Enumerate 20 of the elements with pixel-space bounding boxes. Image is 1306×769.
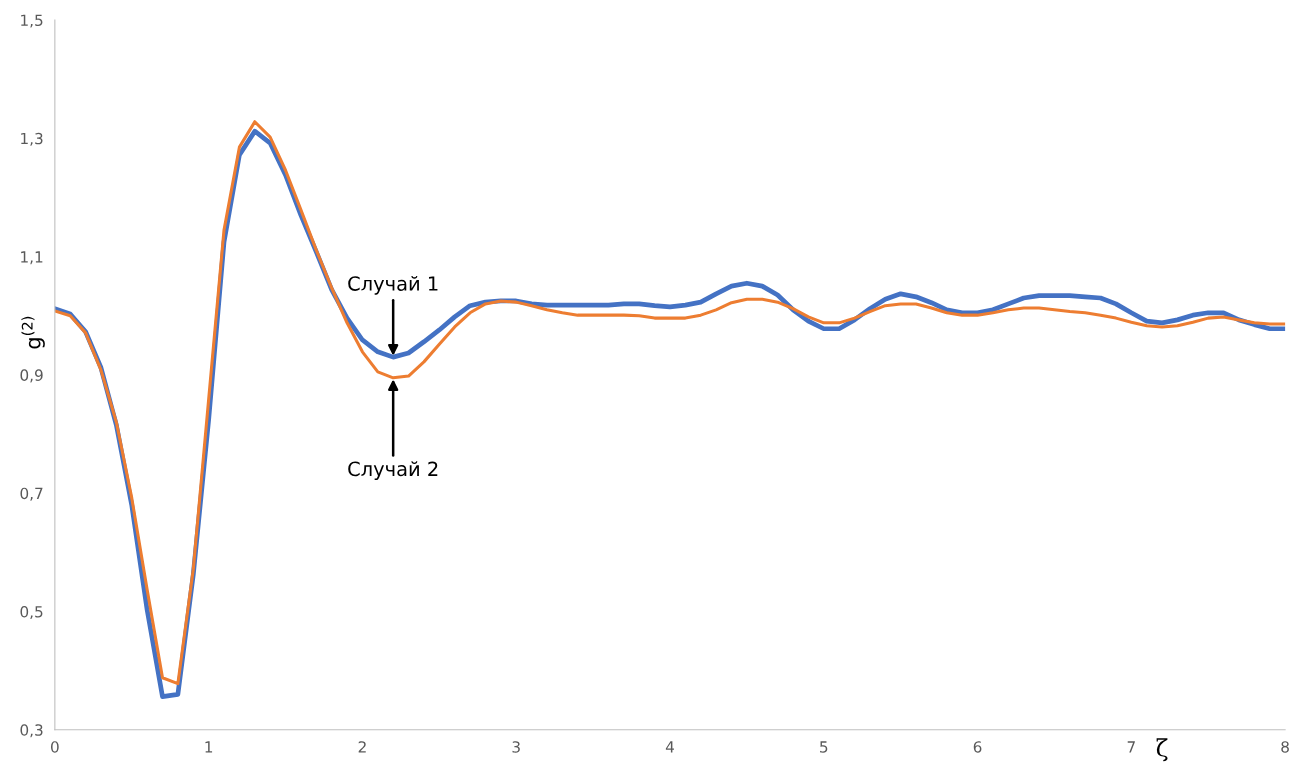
x-tick-label: 7 [1127,741,1135,753]
x-tick-label: 5 [820,741,828,753]
y-tick-label: 1,3 [21,132,43,146]
x-tick-label: 2 [358,741,366,753]
x-tick-label: 4 [665,741,674,753]
y-tick-label: 1,1 [21,251,43,265]
y-tick-label: 0,9 [20,369,43,383]
annotation: Случай 1 [348,275,438,295]
x-axis-title: ζ [1156,738,1168,762]
x-tick-label: 0 [51,741,59,753]
y-tick-label: 0,3 [20,724,43,738]
y-axis-title: g$^{(2)}$ [21,316,45,349]
x-tick-label: 3 [512,741,520,753]
y-tick-label: 0,5 [20,605,43,620]
x-tick-label: 6 [973,741,982,753]
x-tick-label: 8 [1281,741,1289,753]
y-tick-label: 0,7 [20,487,43,501]
y-tick-label: 1,5 [21,14,43,28]
annotation: Случай 2 [348,461,438,480]
x-tick-label: 1 [205,741,213,753]
